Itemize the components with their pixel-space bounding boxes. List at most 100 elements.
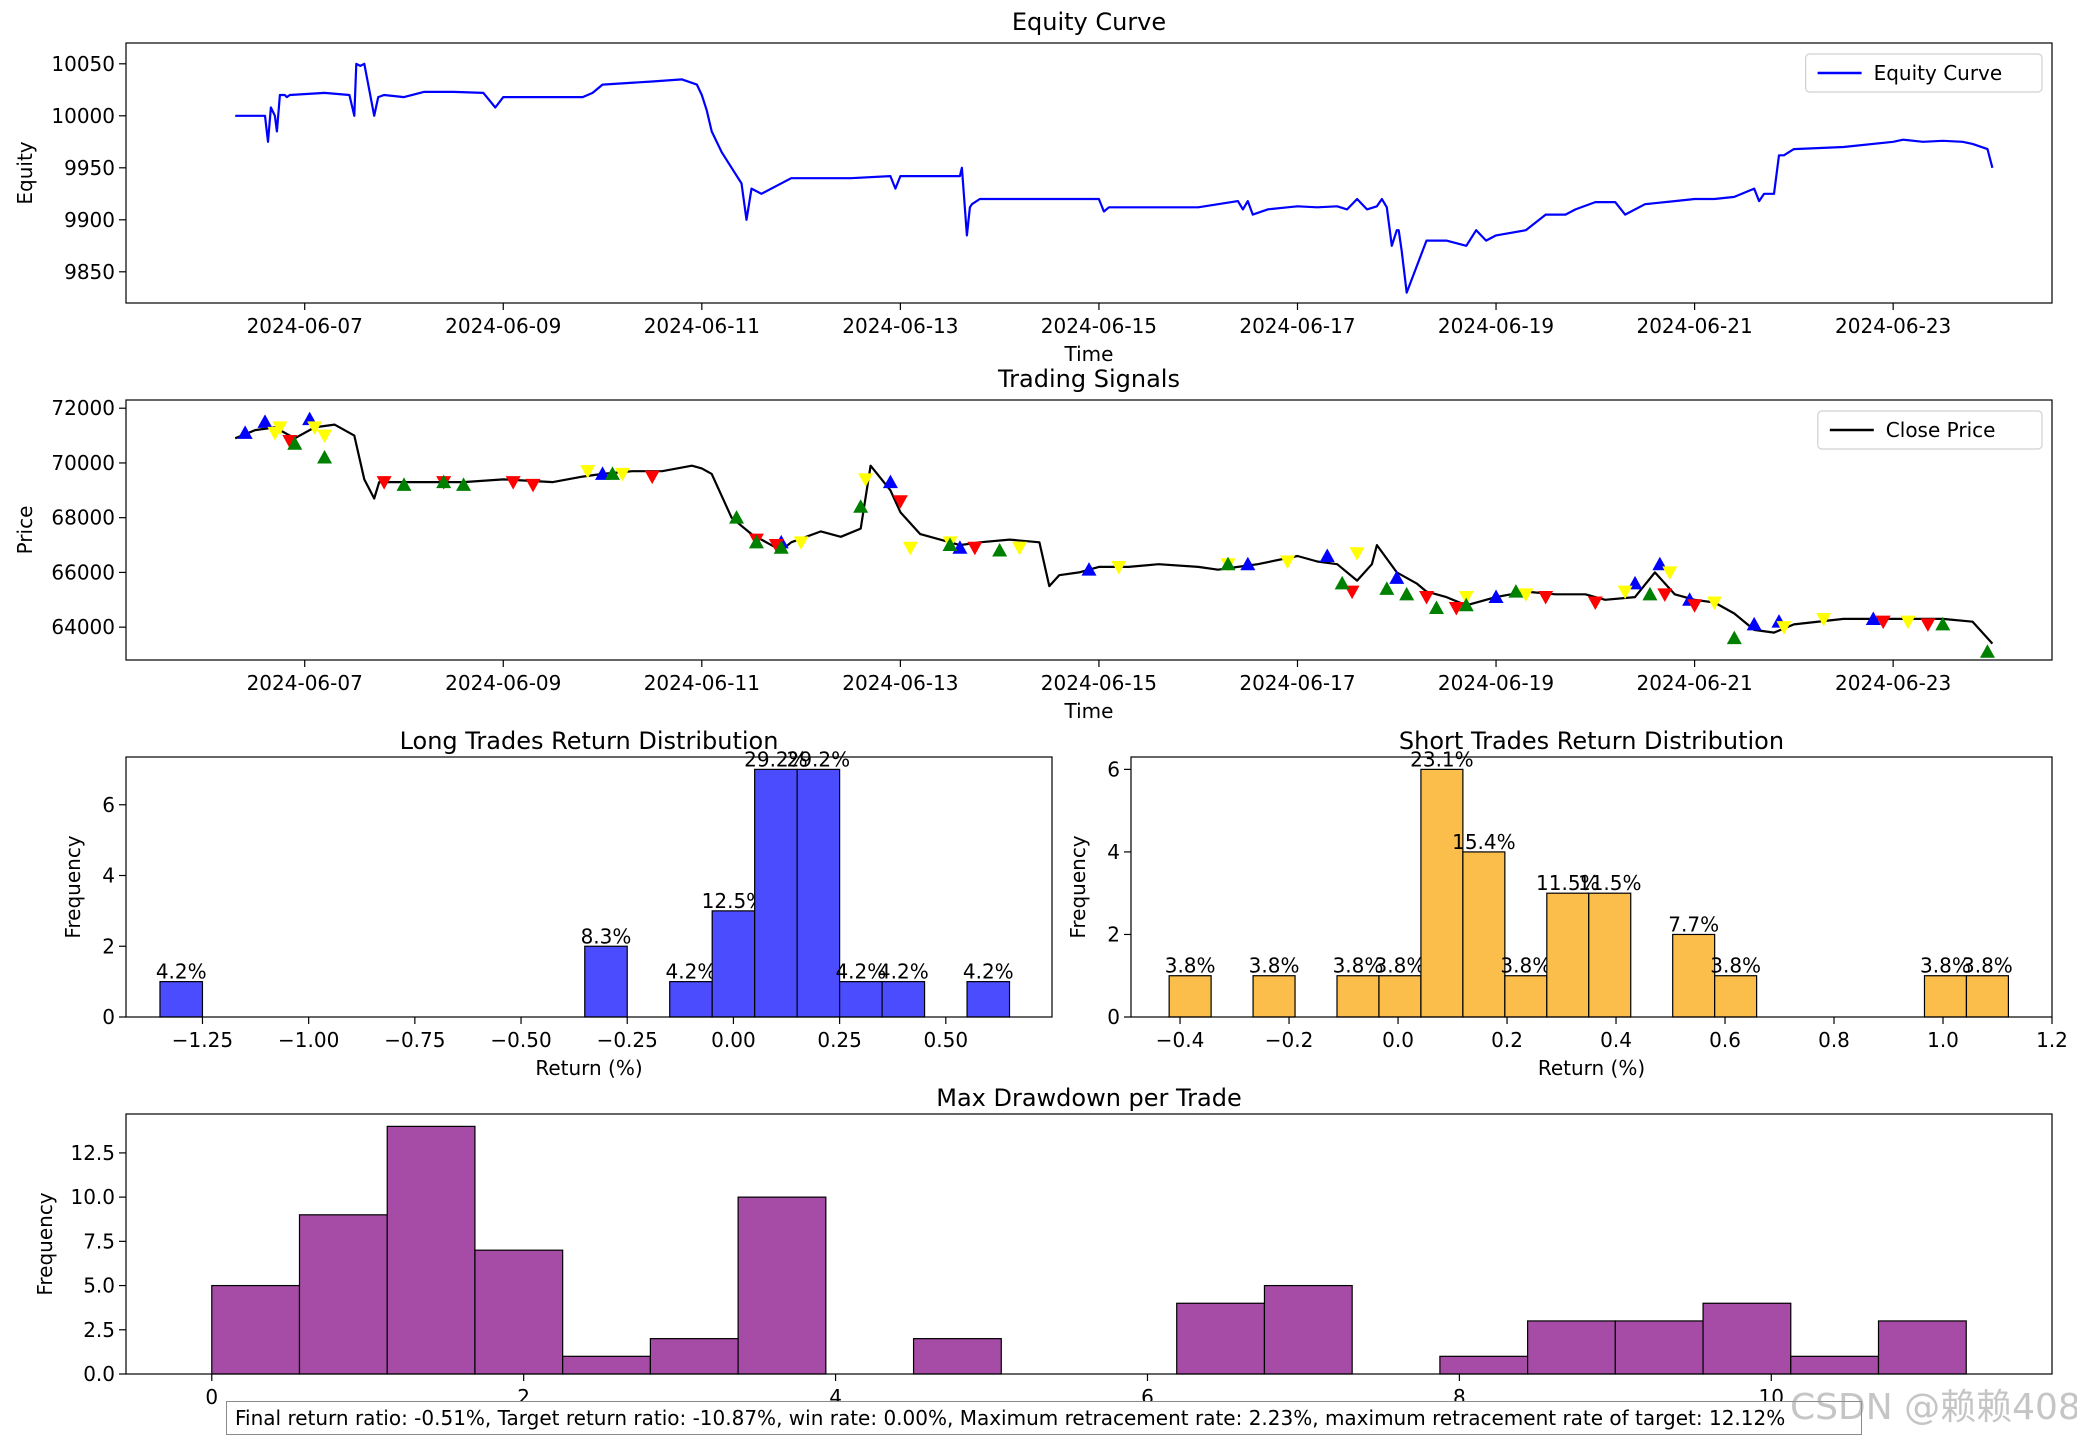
equity-y-axis-label: Equity	[13, 141, 37, 204]
drawdown-y-tick-3-label: 7.5	[83, 1229, 115, 1253]
signal-yellow-down-14	[1349, 547, 1365, 561]
signals-y-tick-3-label: 70000	[51, 451, 115, 475]
signal-red-down-3	[505, 476, 521, 490]
signal-green-up-8	[773, 540, 789, 554]
signal-green-up-1	[317, 449, 333, 464]
signal-yellow-down-3	[317, 429, 333, 444]
equity-x-axis-label: Time	[1064, 342, 1114, 366]
signal-blue-up-1	[257, 414, 273, 428]
signal-yellow-down-7	[858, 473, 874, 487]
short-bar-label-7: 11.5%	[1536, 871, 1600, 895]
short-bar-label-3: 3.8%	[1375, 954, 1426, 978]
signal-red-down-9	[967, 541, 983, 556]
drawdown-bar-12	[1614, 1320, 1704, 1375]
short-bar-4	[1420, 768, 1464, 1018]
signal-yellow-down-22	[1900, 615, 1916, 630]
short-x-tick-1-label: −0.2	[1265, 1028, 1314, 1052]
short-bar-12	[1965, 975, 2010, 1018]
equity-x-tick-1-label: 2024-06-09	[445, 314, 561, 338]
short-y-tick-1-label: 2	[1107, 922, 1120, 946]
signals-x-tick-2-label: 2024-06-11	[644, 671, 760, 695]
signal-yellow-down-19	[1706, 596, 1722, 611]
long-x-tick-1-label: −1.00	[278, 1028, 339, 1052]
short-bar-6	[1504, 975, 1548, 1018]
short-y-tick-3-label: 6	[1107, 757, 1120, 781]
signal-green-up-15	[1399, 586, 1415, 601]
drawdown-y-tick-1-label: 2.5	[83, 1318, 115, 1342]
signals-x-tick-1-label: 2024-06-09	[445, 671, 561, 695]
signals-x-tick-4-label: 2024-06-15	[1041, 671, 1157, 695]
long-bar-1	[584, 945, 628, 1018]
signal-green-up-11	[992, 543, 1008, 557]
signal-red-down-14	[1587, 596, 1603, 611]
drawdown-bar-9	[1263, 1284, 1353, 1375]
signals-series-line	[234, 423, 1994, 645]
short-axes-frame	[1130, 756, 2053, 1018]
signal-blue-up-8	[1240, 556, 1256, 571]
short-x-tick-7-label: 1.0	[1927, 1028, 1959, 1052]
signal-green-up-13	[1334, 575, 1350, 590]
signal-blue-up-17	[1865, 611, 1881, 625]
short-bar-label-4: 23.1%	[1410, 747, 1474, 771]
signal-yellow-down-8	[902, 541, 918, 556]
drawdown-x-tick-0-label: 0	[205, 1385, 218, 1409]
signal-green-up-9	[853, 499, 869, 513]
signal-green-up-10	[942, 537, 958, 552]
short-bar-label-6: 3.8%	[1500, 954, 1551, 978]
equity-x-tick-7-label: 2024-06-21	[1636, 314, 1752, 338]
signal-yellow-down-17	[1617, 585, 1633, 600]
signal-red-down-13	[1538, 591, 1554, 605]
signal-yellow-down-20	[1776, 621, 1792, 635]
short-bar-label-10: 3.8%	[1710, 954, 1761, 978]
short-bar-7	[1546, 892, 1590, 1018]
long-x-tick-6-label: 0.25	[817, 1028, 862, 1052]
signal-blue-up-0	[237, 425, 253, 439]
long-bar-8	[966, 981, 1011, 1018]
short-y-tick-2-label: 4	[1107, 840, 1120, 864]
equity-axes-frame	[125, 42, 2053, 304]
long-bar-4	[754, 768, 798, 1018]
signals-y-tick-2-label: 68000	[51, 506, 115, 530]
long-x-tick-5-label: 0.00	[711, 1028, 756, 1052]
equity-y-tick-3-label: 10000	[51, 104, 115, 128]
signal-green-up-22	[1979, 644, 1995, 658]
long-bar-label-5: 29.2%	[787, 747, 851, 771]
short-bar-label-8: 11.5%	[1578, 871, 1642, 895]
drawdown-bar-0	[211, 1284, 301, 1375]
short-bar-label-0: 3.8%	[1165, 954, 1216, 978]
signal-red-down-11	[1419, 591, 1435, 605]
signal-red-down-17	[1875, 615, 1891, 630]
long-x-tick-3-label: −0.50	[490, 1028, 551, 1052]
short-bar-9	[1672, 933, 1716, 1018]
drawdown-bar-10	[1439, 1355, 1529, 1375]
long-x-tick-0-label: −1.25	[172, 1028, 233, 1052]
watermark: CSDN @赖赖408	[1790, 1387, 2077, 1428]
drawdown-bar-1	[298, 1214, 388, 1375]
long-bar-label-7: 4.2%	[878, 960, 929, 984]
long-bar-label-4: 29.2%	[744, 747, 808, 771]
short-bar-label-5: 15.4%	[1452, 830, 1516, 854]
drawdown-bar-2	[386, 1125, 476, 1375]
signal-yellow-down-6	[793, 536, 809, 550]
short-bar-2	[1336, 975, 1380, 1018]
short-bar-label-12: 3.8%	[1962, 954, 2013, 978]
signals-y-tick-1-label: 66000	[51, 560, 115, 584]
drawdown-bar-15	[1877, 1320, 1967, 1375]
long-x-tick-7-label: 0.50	[924, 1028, 969, 1052]
long-bar-label-0: 4.2%	[156, 960, 207, 984]
long-bar-3	[711, 910, 756, 1018]
signals-y-tick-0-label: 64000	[51, 615, 115, 639]
summary-footer: Final return ratio: -0.51%, Target retur…	[226, 1401, 1862, 1435]
signal-red-down-16	[1687, 599, 1703, 613]
equity-legend-box	[1804, 53, 2043, 93]
drawdown-bar-14	[1790, 1355, 1880, 1375]
equity-title: Equity Curve	[1012, 8, 1166, 36]
short-bar-8	[1588, 892, 1632, 1018]
signal-red-down-7	[768, 539, 784, 553]
short-bar-0	[1168, 975, 1212, 1018]
long-axes-frame	[125, 756, 1053, 1018]
short-x-tick-8-label: 1.2	[2036, 1028, 2068, 1052]
signal-yellow-down-16	[1518, 588, 1534, 602]
short-x-axis-label: Return (%)	[1538, 1056, 1645, 1080]
short-y-tick-0-label: 0	[1107, 1005, 1120, 1029]
